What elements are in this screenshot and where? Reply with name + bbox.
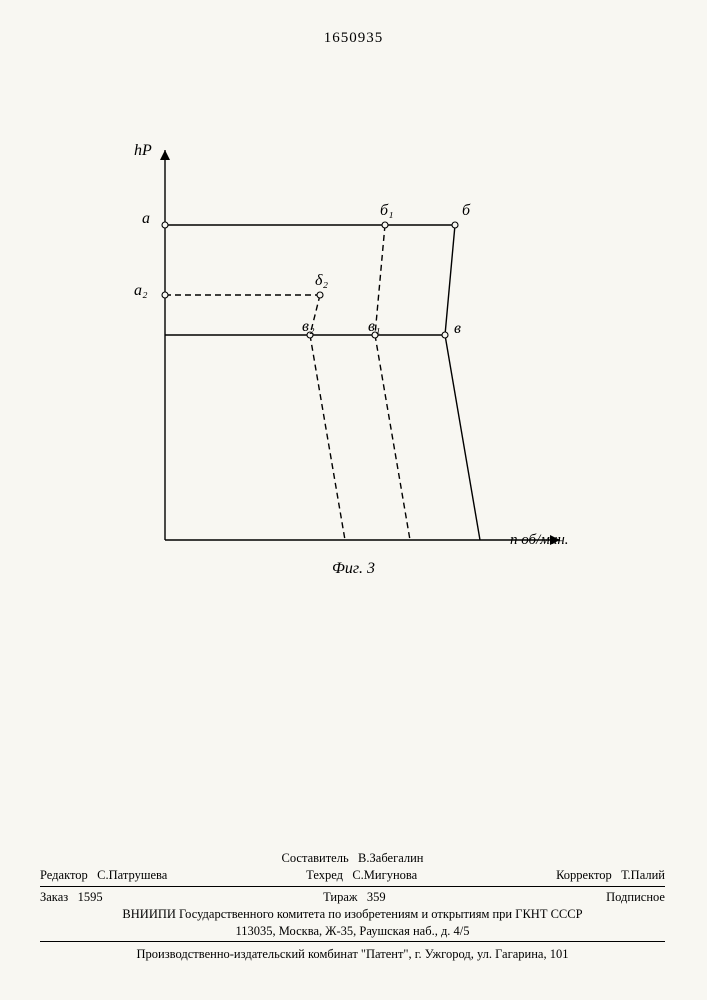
printrun-value: 359 bbox=[367, 890, 386, 904]
point-label-v1: в₁ bbox=[368, 318, 381, 336]
compiler-name: В.Забегалин bbox=[358, 851, 423, 865]
imprint-block: Составитель В.Забегалин Редактор С.Патру… bbox=[40, 850, 665, 963]
corrector-name: Т.Палий bbox=[621, 868, 665, 882]
editor-label: Редактор bbox=[40, 868, 88, 882]
figure-caption: Фиг. 3 bbox=[0, 560, 707, 578]
printrun-label: Тираж bbox=[323, 890, 357, 904]
point-label-d2: δ₂ bbox=[315, 272, 328, 290]
point-label-b1: б₁ bbox=[380, 202, 394, 220]
document-number: 1650935 bbox=[0, 30, 707, 47]
chart-svg bbox=[110, 140, 580, 570]
compiler-label: Составитель bbox=[282, 851, 349, 865]
point-label-a: а bbox=[142, 210, 150, 228]
tech-label: Техред bbox=[306, 868, 343, 882]
org-line-1: ВНИИПИ Государственного комитета по изоб… bbox=[40, 906, 665, 923]
point-label-v: в bbox=[454, 320, 461, 338]
x-axis-label: n об/мин. bbox=[510, 532, 569, 549]
order-number: 1595 bbox=[78, 890, 103, 904]
point-label-a2: а₂ bbox=[134, 282, 148, 300]
point-label-v2: в₂ bbox=[302, 318, 315, 336]
tech-name: С.Мигунова bbox=[352, 868, 417, 882]
editor-name: С.Патрушева bbox=[97, 868, 167, 882]
corrector-label: Корректор bbox=[556, 868, 612, 882]
y-axis-label: hР bbox=[134, 142, 152, 160]
chart-figure: hР n об/мин. а б б₁ а₂ δ₂ в в₁ в₂ bbox=[110, 140, 580, 570]
order-label: Заказ bbox=[40, 890, 68, 904]
printer-line: Производственно-издательский комбинат "П… bbox=[40, 946, 665, 963]
subscription-label: Подписное bbox=[606, 889, 665, 906]
org-line-2: 113035, Москва, Ж-35, Раушская наб., д. … bbox=[40, 923, 665, 940]
point-label-b: б bbox=[462, 202, 470, 220]
